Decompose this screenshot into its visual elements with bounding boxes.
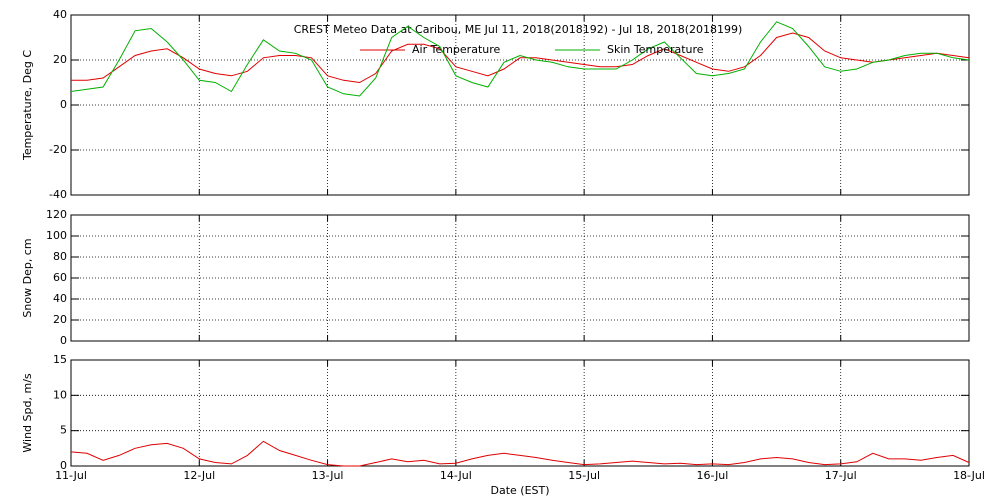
y-tick-label: 15 — [53, 353, 67, 366]
y-tick-label: 20 — [53, 53, 67, 66]
x-tick-label: 11-Jul — [55, 469, 87, 482]
y-axis-label: Wind Spd, m/s — [21, 373, 34, 453]
y-axis-label: Temperature, Deg C — [21, 50, 34, 161]
y-tick-label: 0 — [60, 334, 67, 347]
x-tick-label: 16-Jul — [696, 469, 728, 482]
y-tick-label: 80 — [53, 250, 67, 263]
y-tick-label: 5 — [60, 424, 67, 437]
x-tick-label: 14-Jul — [440, 469, 472, 482]
y-tick-label: -40 — [49, 188, 67, 201]
y-tick-label: 40 — [53, 292, 67, 305]
y-tick-label: 20 — [53, 313, 67, 326]
x-tick-label: 13-Jul — [312, 469, 344, 482]
y-axis-label: Snow Dep, cm — [21, 238, 34, 317]
y-tick-label: 0 — [60, 459, 67, 472]
y-tick-label: 100 — [46, 229, 67, 242]
x-tick-label: 18-Jul — [953, 469, 985, 482]
y-tick-label: 0 — [60, 98, 67, 111]
data-line — [70, 21, 970, 97]
chart-title: CREST Meteo Data at Caribou, ME Jul 11, … — [294, 23, 743, 36]
legend-label: Air Temperature — [412, 43, 501, 56]
legend-label: Skin Temperature — [607, 43, 704, 56]
y-tick-label: 60 — [53, 271, 67, 284]
y-tick-label: 10 — [53, 388, 67, 401]
x-tick-label: 12-Jul — [183, 469, 215, 482]
plot-frame — [70, 14, 970, 196]
plot-frame — [70, 214, 970, 342]
x-tick-label: 17-Jul — [825, 469, 857, 482]
x-tick-label: 15-Jul — [568, 469, 600, 482]
x-axis-label: Date (EST) — [490, 484, 549, 497]
y-tick-label: 40 — [53, 8, 67, 21]
y-tick-label: -20 — [49, 143, 67, 156]
data-line — [71, 32, 970, 84]
y-tick-label: 120 — [46, 208, 67, 221]
data-line — [70, 440, 970, 467]
plot-frame — [70, 359, 970, 467]
